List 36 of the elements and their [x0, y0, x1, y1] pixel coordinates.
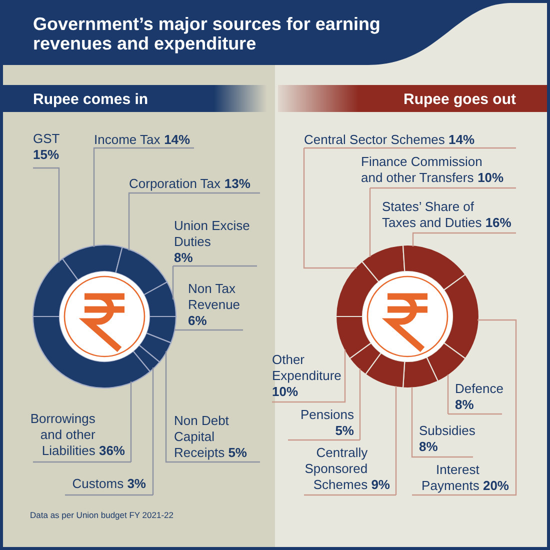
data-label: 13% — [224, 176, 251, 191]
slice-label: Other Expenditure — [272, 352, 342, 383]
slice-label: Income Tax — [94, 132, 161, 147]
slice-label: States’ Share of Taxes and Duties — [382, 199, 482, 230]
slice-label: GST — [33, 131, 60, 146]
data-label: 5% — [335, 423, 354, 438]
data-label: 3% — [127, 476, 146, 491]
data-label: 10% — [272, 384, 298, 399]
slice-label: Borrowings and other Liabilities — [30, 411, 96, 458]
slice-label: Centrally Sponsored Schemes — [304, 445, 368, 492]
data-label: 36% — [98, 443, 126, 458]
data-label: 15% — [33, 147, 60, 162]
data-label: 16% — [485, 215, 512, 230]
text: Data as per Union budget FY 2021-22 — [30, 510, 174, 520]
data-label: 8% — [455, 397, 474, 412]
data-label: 8% — [174, 250, 194, 265]
data-label: 14% — [448, 132, 475, 147]
slice-label: Subsidies — [419, 423, 476, 438]
data-label: 9% — [371, 477, 390, 492]
slice-label: Defence — [455, 381, 504, 396]
slice-label: Union Excise Duties — [174, 218, 250, 249]
slice-label: Customs — [72, 476, 124, 491]
chart-title: Rupee goes out — [403, 91, 516, 108]
chart-subtitle: Rupee comes in — [33, 91, 148, 108]
data-label: 6% — [188, 313, 208, 328]
data-label: 8% — [419, 439, 438, 454]
slice-label: Corporation Tax — [129, 176, 222, 191]
chart-title: Government’s major sources for earning revenues and expenditure — [33, 14, 380, 54]
slice-label: Central Sector Schemes — [304, 132, 446, 147]
slice-label: Non Tax Revenue — [188, 281, 240, 312]
slice-label: Pensions — [300, 407, 354, 422]
data-label: 14% — [164, 132, 191, 147]
data-label: 20% — [482, 478, 510, 493]
slice-label: Non Debt Capital Receipts — [174, 413, 230, 460]
slice-label: Interest Payments — [422, 462, 480, 493]
data-label: 5% — [228, 445, 248, 460]
